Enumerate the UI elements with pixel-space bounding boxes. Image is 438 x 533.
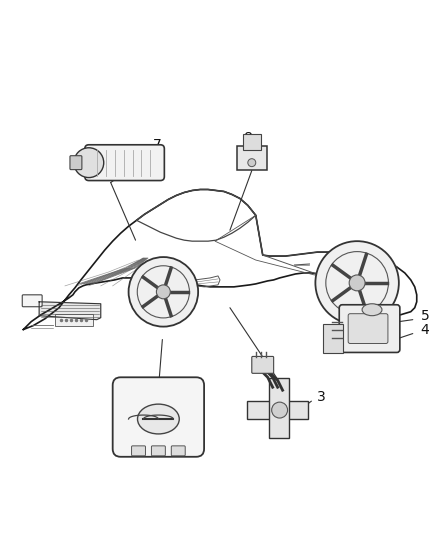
Ellipse shape xyxy=(362,304,382,316)
Text: 5: 5 xyxy=(421,309,430,322)
Polygon shape xyxy=(39,302,101,320)
Text: 7: 7 xyxy=(152,138,161,152)
Text: 3: 3 xyxy=(318,390,326,404)
FancyBboxPatch shape xyxy=(152,446,165,456)
FancyBboxPatch shape xyxy=(243,134,261,150)
Text: 8: 8 xyxy=(244,131,253,145)
FancyBboxPatch shape xyxy=(339,305,400,352)
Circle shape xyxy=(156,285,170,299)
FancyBboxPatch shape xyxy=(268,378,289,438)
FancyBboxPatch shape xyxy=(85,145,164,181)
FancyBboxPatch shape xyxy=(22,295,42,307)
FancyBboxPatch shape xyxy=(348,314,388,343)
Circle shape xyxy=(74,148,104,177)
Circle shape xyxy=(349,275,365,291)
Circle shape xyxy=(129,257,198,327)
FancyBboxPatch shape xyxy=(247,401,308,419)
Circle shape xyxy=(248,159,256,167)
FancyBboxPatch shape xyxy=(55,314,93,326)
FancyBboxPatch shape xyxy=(131,446,145,456)
Circle shape xyxy=(272,402,288,418)
FancyBboxPatch shape xyxy=(70,156,82,169)
Text: 4: 4 xyxy=(421,322,430,337)
FancyBboxPatch shape xyxy=(171,446,185,456)
FancyBboxPatch shape xyxy=(252,357,274,373)
FancyBboxPatch shape xyxy=(113,377,204,457)
Ellipse shape xyxy=(138,404,179,434)
FancyBboxPatch shape xyxy=(323,324,343,353)
FancyBboxPatch shape xyxy=(237,146,267,169)
Text: 1: 1 xyxy=(196,398,205,412)
Circle shape xyxy=(315,241,399,325)
